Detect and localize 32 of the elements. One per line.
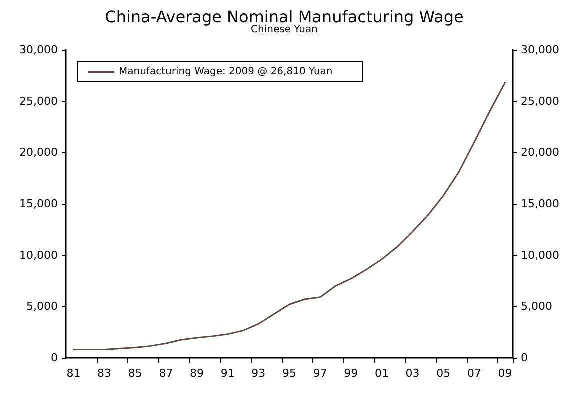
y2-tick-label: 0: [521, 352, 528, 364]
x-tick-label: 09: [498, 367, 512, 380]
chart-subtitle: Chinese Yuan: [251, 24, 318, 36]
x-tick-label: 93: [252, 367, 266, 380]
x-tick-label: 95: [282, 367, 296, 380]
x-tick-label: 05: [436, 367, 451, 380]
x-tick-label: 87: [159, 367, 174, 380]
x-tick-label: 85: [128, 367, 142, 380]
y-tick-label: 15,000: [20, 198, 58, 210]
x-tick-label: 07: [467, 367, 482, 380]
x-tick-label: 89: [190, 367, 204, 380]
y-tick-label: 30,000: [20, 44, 58, 56]
y-tick-label: 5,000: [26, 300, 58, 314]
legend-label: Manufacturing Wage: 2009 @ 26,810 Yuan: [119, 66, 333, 78]
x-tick-label: 01: [374, 367, 389, 380]
y-tick-label: 0: [51, 352, 58, 364]
x-tick-label: 99: [344, 367, 358, 380]
y-tick-label: 25,000: [20, 94, 58, 108]
y2-tick-label: 10,000: [521, 248, 560, 262]
y2-tick-label: 20,000: [521, 146, 560, 160]
y-tick-label: 20,000: [20, 146, 58, 160]
y2-tick-label: 5,000: [521, 300, 552, 314]
x-tick-label: 91: [220, 367, 235, 380]
y-tick-label: 10,000: [20, 248, 58, 262]
x-tick-label: 81: [66, 367, 81, 380]
line-series: [72, 82, 506, 351]
y2-tick-label: 25,000: [521, 94, 560, 108]
x-tick-label: 03: [406, 367, 420, 380]
y2-tick-label: 30,000: [521, 44, 560, 56]
x-tick-label: 97: [313, 367, 328, 380]
y2-tick-label: 15,000: [521, 198, 560, 210]
x-tick-label: 83: [98, 367, 112, 380]
